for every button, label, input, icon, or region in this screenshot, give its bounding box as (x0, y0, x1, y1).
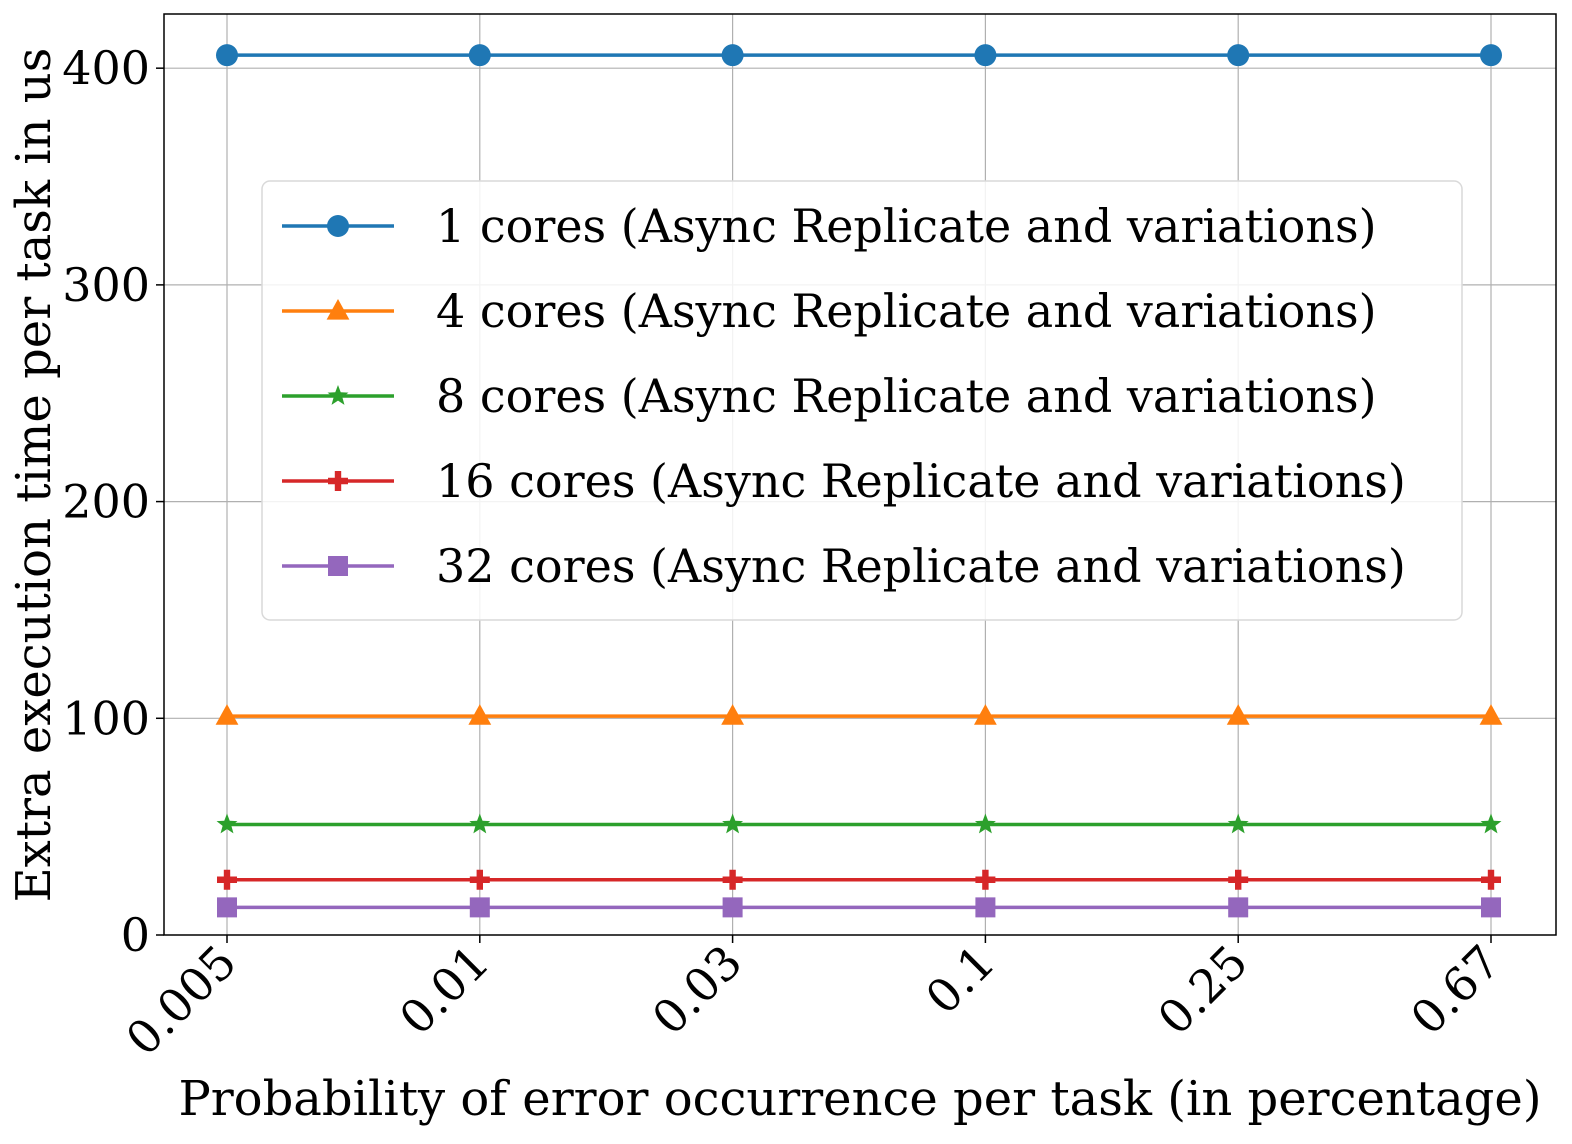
legend-marker (328, 471, 348, 491)
legend-item: 1 cores (Async Replicate and variations) (282, 199, 1377, 253)
legend-marker (327, 215, 349, 237)
data-point (469, 869, 490, 890)
data-point (217, 869, 237, 890)
legend-label: 32 cores (Async Replicate and variations… (436, 539, 1406, 593)
legend-label: 8 cores (Async Replicate and variations) (436, 369, 1377, 423)
legend-label: 4 cores (Async Replicate and variations) (436, 284, 1377, 338)
legend-item: 4 cores (Async Replicate and variations) (282, 284, 1377, 338)
data-point (1228, 869, 1249, 890)
data-point (722, 897, 743, 918)
legend-label: 1 cores (Async Replicate and variations) (436, 199, 1377, 253)
data-point (468, 704, 492, 725)
x-tick-label: 0.25 (1147, 935, 1258, 1046)
series-2 (215, 704, 1503, 725)
legend-box (261, 180, 1463, 621)
y-tick-label: 200 (62, 475, 150, 529)
data-point (468, 44, 491, 67)
legend-marker (328, 556, 348, 576)
series-3 (216, 813, 1502, 834)
data-point (1227, 44, 1250, 67)
data-point (975, 897, 996, 918)
y-tick-label: 0 (121, 908, 150, 962)
data-point (216, 44, 238, 67)
x-tick-label: 0.03 (642, 935, 753, 1046)
y-axis-label: Extra execution time per task in us (6, 48, 62, 903)
plot-frame (163, 13, 1557, 936)
legend-item: 8 cores (Async Replicate and variations) (282, 369, 1377, 423)
data-point (974, 813, 996, 834)
data-point (1481, 869, 1501, 890)
y-tick-label: 100 (62, 691, 150, 745)
legend-label: 16 cores (Async Replicate and variations… (436, 454, 1406, 508)
data-point (1480, 44, 1502, 67)
legend-marker (327, 385, 349, 405)
data-point (1227, 813, 1249, 834)
data-point (722, 869, 743, 890)
data-point (1480, 813, 1502, 834)
x-axis-label: Probability of error occurrence per task… (178, 1071, 1541, 1127)
series-layer (215, 44, 1503, 918)
data-point (974, 44, 997, 67)
data-point (975, 869, 996, 890)
y-tick-label: 400 (62, 41, 150, 95)
data-point (721, 704, 744, 725)
data-point (721, 44, 744, 67)
legend-marker (326, 299, 350, 320)
data-point (1226, 704, 1250, 725)
series-1 (216, 44, 1502, 67)
series-5 (217, 897, 1501, 918)
data-point (215, 704, 239, 725)
legend-item: 32 cores (Async Replicate and variations… (282, 539, 1406, 593)
data-point (217, 897, 237, 918)
legend-item: 16 cores (Async Replicate and variations… (282, 454, 1406, 508)
data-point (974, 704, 997, 725)
data-point (1479, 704, 1503, 725)
legend: 1 cores (Async Replicate and variations)… (261, 180, 1463, 621)
data-point (1228, 897, 1249, 918)
data-point (216, 813, 238, 834)
data-point (469, 897, 490, 918)
x-tick-label: 0.67 (1400, 935, 1511, 1046)
data-point (722, 813, 744, 834)
x-tick-label: 0.01 (389, 935, 500, 1046)
data-point (469, 813, 491, 834)
x-tick-label: 0.1 (915, 935, 1005, 1025)
data-point (1481, 897, 1501, 918)
y-tick-label: 300 (62, 258, 150, 312)
series-4 (217, 869, 1501, 890)
